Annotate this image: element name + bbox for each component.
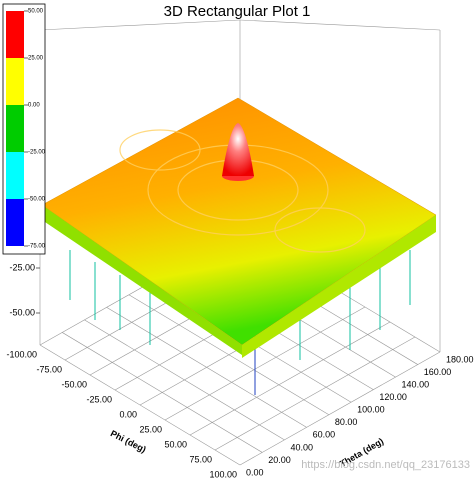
grid-line xyxy=(214,336,416,451)
y-tick-label: 40.00 xyxy=(290,442,313,452)
x-tick-label: 50.00 xyxy=(164,439,187,449)
colorbar-tick-label: -75.00 xyxy=(28,244,46,250)
y-tick-label: 0.00 xyxy=(246,467,264,477)
colorbar-tick-label: 50.00 xyxy=(28,9,44,15)
colorbar-tick-label: -50.00 xyxy=(28,197,46,203)
grid-line xyxy=(164,306,366,421)
x-tick-label: 25.00 xyxy=(139,424,162,434)
x-tick-label: -25.00 xyxy=(86,394,112,404)
y-tick-label: 140.00 xyxy=(402,379,430,389)
watermark: https://blog.csdn.net/qq_23176133 xyxy=(301,459,470,471)
y-tick-label: 180.00 xyxy=(446,354,474,364)
grid-line xyxy=(189,321,391,436)
surface xyxy=(41,97,437,395)
z-tick-label: -50.00 xyxy=(9,307,35,317)
grid-line xyxy=(84,319,285,441)
x-tick-label: -100.00 xyxy=(6,349,37,359)
colorbar-segment xyxy=(6,152,24,199)
grid-line xyxy=(62,332,263,453)
grid-line xyxy=(39,344,241,466)
colorbar-tick-label: 0.00 xyxy=(28,103,40,109)
grid-line xyxy=(128,294,330,416)
x-tick-label: -50.00 xyxy=(61,379,87,389)
y-tick-label: 80.00 xyxy=(335,417,358,427)
y-tick-label: 60.00 xyxy=(313,430,336,440)
colorbar-segment xyxy=(6,58,24,105)
z-tick-label: -25.00 xyxy=(9,262,35,272)
grid-line xyxy=(106,307,307,428)
colorbar-segment xyxy=(6,105,24,152)
colorbar: 50.00 25.00 0.00 -25.00 -50.00 -75.00 xyxy=(2,3,46,255)
colorbar-segment xyxy=(6,11,24,58)
y-tick-label: 20.00 xyxy=(268,455,291,465)
y-tick-label: 160.00 xyxy=(424,367,452,377)
colorbar-segment xyxy=(6,199,24,246)
grid-line xyxy=(239,351,441,466)
chart-title: 3D Rectangular Plot 1 xyxy=(164,3,311,20)
x-tick-label: 0.00 xyxy=(119,409,137,419)
colorbar-tick-label: 25.00 xyxy=(28,56,44,62)
x-tick-label: 100.00 xyxy=(209,469,237,478)
y-tick-label: 120.00 xyxy=(379,392,407,402)
colorbar-tick-label: -25.00 xyxy=(28,150,46,156)
x-tick-label: 75.00 xyxy=(189,454,212,464)
y-tick-label: 100.00 xyxy=(357,405,385,415)
x-tick-label: -75.00 xyxy=(36,364,62,374)
